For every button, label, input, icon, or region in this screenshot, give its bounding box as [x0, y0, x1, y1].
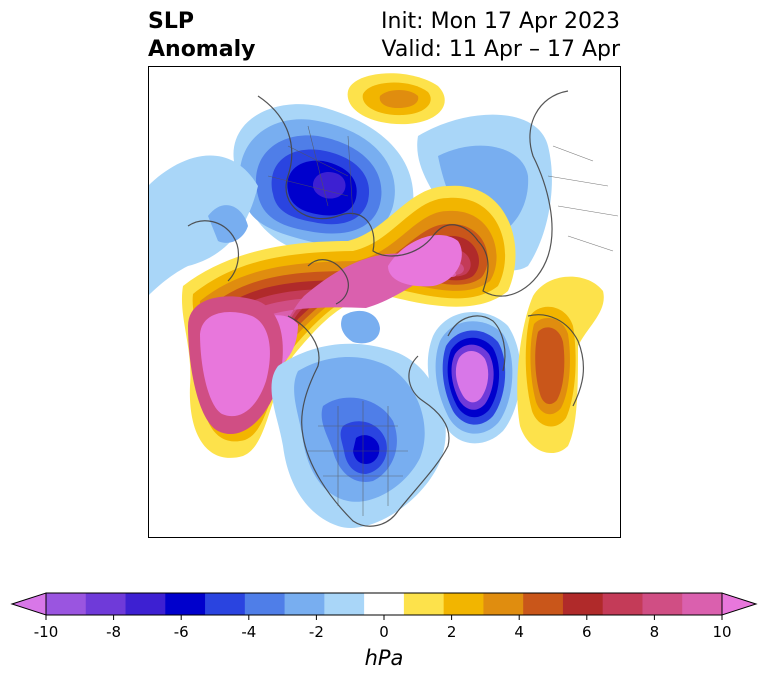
colorbar-segment: [165, 593, 206, 615]
high-siberia-top: [347, 73, 445, 125]
colorbar-segment: [682, 593, 723, 615]
coastline-overlay: [187, 90, 584, 527]
colorbar-tick-label: 6: [582, 623, 592, 641]
colorbar-extend-max: [721, 592, 758, 616]
high-north-atlantic: [517, 276, 604, 454]
map-title: SLP Anomaly: [148, 8, 255, 64]
colorbar-unit: hPa: [364, 646, 404, 670]
high-north-pacific: [188, 296, 283, 434]
colorbar-tick-label: 8: [649, 623, 660, 641]
colorbar-extend-min: [10, 592, 47, 616]
colorbar-segment: [125, 593, 166, 615]
title-line-2: Anomaly: [148, 37, 256, 62]
colorbar-segment: [244, 593, 286, 615]
valid-range: Valid: 11 Apr – 17 Apr: [381, 37, 621, 62]
title-line-1: SLP: [148, 9, 194, 34]
map-dates: Init: Mon 17 Apr 2023 Valid: 11 Apr – 17…: [381, 8, 620, 64]
colorbar-segment: [364, 593, 405, 615]
colorbar-tick-label: 2: [446, 623, 457, 641]
init-date: Init: Mon 17 Apr 2023: [381, 9, 620, 34]
colorbar-tick-label: -10: [33, 623, 59, 641]
colorbar-segment: [403, 593, 445, 615]
slp-anomaly-map: [148, 66, 621, 538]
colorbar-segment: [483, 593, 524, 615]
colorbar-tick-label: -6: [173, 623, 189, 641]
colorbar-segment: [324, 593, 365, 615]
colorbar-tick-label: 4: [514, 623, 524, 641]
colorbar-segment: [443, 593, 484, 615]
colorbar-segment: [85, 593, 127, 615]
low-central-north-america: [271, 310, 446, 528]
colorbar: [10, 592, 758, 620]
colorbar-tick-label: -2: [308, 623, 324, 641]
colorbar-tick-label: 10: [712, 623, 732, 641]
border-overlay: [267, 125, 619, 516]
colorbar-segment: [642, 593, 683, 615]
colorbar-segment: [284, 593, 325, 615]
colorbar-tick-label: -8: [106, 623, 122, 641]
colorbar-tick-label: -4: [241, 623, 257, 641]
colorbar-tick-label: 0: [379, 623, 389, 641]
colorbar-segment: [205, 593, 246, 615]
colorbar-segment: [523, 593, 564, 615]
colorbar-segment: [602, 593, 643, 615]
colorbar-segment: [46, 593, 87, 615]
negative-region-west: [148, 155, 258, 296]
low-greenland: [427, 312, 521, 444]
colorbar-segment: [562, 593, 604, 615]
